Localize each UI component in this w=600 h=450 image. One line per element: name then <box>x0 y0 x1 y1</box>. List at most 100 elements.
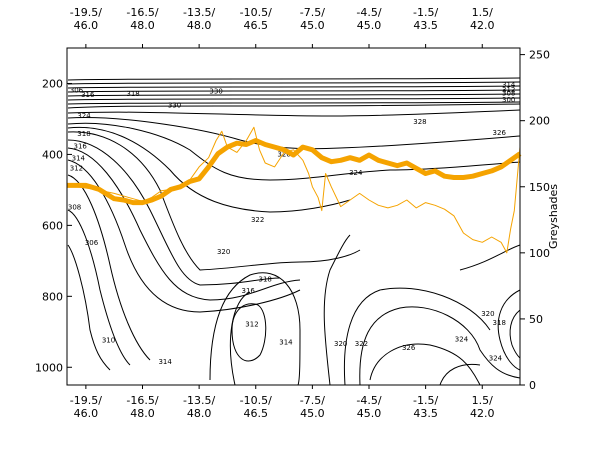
contour-label-7: 300 <box>502 96 515 104</box>
contour-line-11 <box>67 126 351 213</box>
contour-line-14 <box>67 147 301 301</box>
x-tick-label-bottom: 45.0 <box>357 407 382 420</box>
x-tick-label-bottom: -19.5/ <box>70 394 102 407</box>
contour-label-31: 324 <box>455 336 469 344</box>
contour-line-4 <box>67 93 521 97</box>
contour-line-19 <box>231 303 267 362</box>
x-tick-label-top: 46.5 <box>244 19 269 32</box>
contour-label-9: 324 <box>77 112 91 120</box>
contour-line-7 <box>67 103 521 109</box>
x-tick-label-top: 45.0 <box>357 19 382 32</box>
x-tick-label-bottom: 48.0 <box>130 407 155 420</box>
y-right-tick-label: 250 <box>529 49 550 62</box>
contour-line-29 <box>439 363 481 386</box>
contour-label-4: 314 <box>502 81 516 89</box>
y-right-tick-label: 100 <box>529 247 550 260</box>
x-tick-label-bottom: 46.0 <box>74 407 99 420</box>
contour-label-23: 316 <box>242 287 256 295</box>
y-left-tick-label: 800 <box>42 290 63 303</box>
contour-label-10: 328 <box>413 118 426 126</box>
x-tick-label-top: -13.5/ <box>183 6 215 19</box>
contour-label-16: 326 <box>277 150 291 158</box>
x-tick-label-bottom: -4.5/ <box>356 394 381 407</box>
y-right-tick-label: 150 <box>529 181 550 194</box>
contour-label-19: 308 <box>68 204 81 212</box>
x-tick-label-top: 1.5/ <box>472 6 493 19</box>
contour-label-11: 326 <box>493 129 507 137</box>
x-tick-label-bottom: -1.5/ <box>413 394 438 407</box>
x-tick-label-bottom: -16.5/ <box>126 394 158 407</box>
axes: -19.5/46.0-19.5/46.0-16.5/48.0-16.5/48.0… <box>35 6 550 420</box>
x-tick-label-top: -1.5/ <box>413 6 438 19</box>
x-tick-label-top: -16.5/ <box>126 6 158 19</box>
x-tick-label-top: -4.5/ <box>356 6 381 19</box>
contour-label-22: 318 <box>259 275 272 283</box>
y-right-tick-label: 200 <box>529 115 550 128</box>
contour-label-3: 330 <box>209 87 222 95</box>
x-tick-label-top: -10.5/ <box>240 6 272 19</box>
contour-label-34: 324 <box>489 354 503 362</box>
x-tick-label-bottom: 48.0 <box>187 407 212 420</box>
y-right-tick-label: 0 <box>529 379 536 392</box>
y-left-tick-label: 400 <box>42 148 63 161</box>
contour-line-8 <box>67 109 521 117</box>
x-tick-label-top: 48.0 <box>130 19 155 32</box>
series-line-thin <box>76 126 521 254</box>
x-tick-label-bottom: 46.5 <box>244 407 269 420</box>
contour-label-33: 318 <box>493 319 506 327</box>
x-tick-label-top: -19.5/ <box>70 6 102 19</box>
contour-line-10 <box>67 122 521 181</box>
series-line-thick <box>67 138 522 206</box>
contour-label-18: 322 <box>251 216 264 224</box>
x-tick-label-bottom: 43.5 <box>413 407 438 420</box>
contour-line-3 <box>67 89 521 93</box>
contour-label-8: 330 <box>168 101 181 109</box>
contour-line-27 <box>509 309 521 359</box>
contour-label-20: 306 <box>85 239 99 247</box>
contour-label-32: 320 <box>481 310 494 318</box>
x-tick-label-top: 43.5 <box>413 19 438 32</box>
contour-line-21 <box>229 291 251 386</box>
x-tick-label-top: 46.0 <box>74 19 99 32</box>
x-tick-label-top: 48.0 <box>187 19 212 32</box>
contour-label-6: 308 <box>502 89 515 97</box>
contour-line-2 <box>67 85 521 89</box>
contour-lines <box>67 77 521 386</box>
contour-label-24: 312 <box>245 321 258 329</box>
contour-line-25 <box>369 343 481 386</box>
x-tick-label-bottom: 45.0 <box>300 407 325 420</box>
contour-label-21: 320 <box>217 248 230 256</box>
contour-label-28: 320 <box>334 340 347 348</box>
contour-line-0 <box>67 77 521 81</box>
x-tick-label-top: -7.5/ <box>300 6 325 19</box>
contour-label-25: 314 <box>279 338 293 346</box>
contour-label-30: 326 <box>402 344 416 352</box>
x-tick-label-bottom: -13.5/ <box>183 394 215 407</box>
contour-line-13 <box>67 139 281 286</box>
x-tick-label-bottom: 1.5/ <box>472 394 493 407</box>
contour-line-12 <box>67 131 361 271</box>
y-left-tick-label: 1000 <box>35 361 63 374</box>
plot-frame <box>66 47 521 386</box>
contour-line-20 <box>209 272 301 386</box>
y-right-tick-label: 50 <box>529 313 543 326</box>
contour-label-15: 312 <box>70 165 83 173</box>
right-axis-label: Greyshades <box>547 184 560 249</box>
y-left-tick-label: 200 <box>42 77 63 90</box>
contour-line-1 <box>67 81 521 85</box>
series-layer <box>67 126 522 254</box>
contour-line-9 <box>67 117 521 150</box>
contour-line-22 <box>323 234 351 386</box>
contour-label-26: 310 <box>102 337 115 345</box>
contour-line-6 <box>67 101 521 105</box>
x-tick-label-top: 45.0 <box>300 19 325 32</box>
x-tick-label-bottom: -7.5/ <box>300 394 325 407</box>
contour-line-17 <box>67 209 131 366</box>
contour-label-5: 312 <box>502 86 515 94</box>
contour-label-17: 324 <box>349 169 363 177</box>
contour-line-5 <box>67 97 521 101</box>
contour-line-18 <box>67 244 111 371</box>
